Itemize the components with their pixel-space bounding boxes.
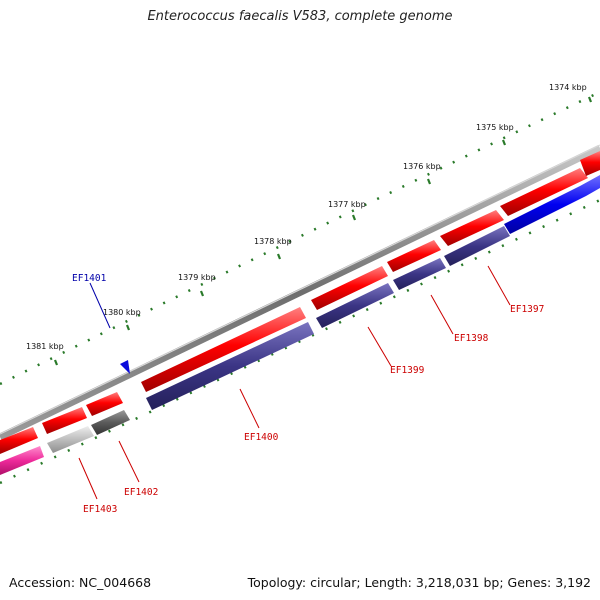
kbp-label: 1379 kbp <box>178 273 216 282</box>
tick-ring <box>0 91 599 386</box>
gene-block <box>440 210 504 246</box>
inner-tick-ring <box>0 198 600 485</box>
kbp-labels: 1374 kbp 1375 kbp 1376 kbp 1377 kbp 1378… <box>26 83 587 351</box>
map-title: Enterococcus faecalis V583, complete gen… <box>147 9 453 24</box>
kbp-label: 1380 kbp <box>103 308 141 317</box>
gene-label-ef1397[interactable]: EF1397 <box>510 304 544 315</box>
gene-label-ef1403[interactable]: EF1403 <box>83 504 117 515</box>
gene-block <box>311 266 388 310</box>
kbp-label: 1374 kbp <box>549 83 587 92</box>
gene-block <box>500 168 588 216</box>
major-ticks <box>53 96 593 366</box>
gene-label-ef1399[interactable]: EF1399 <box>390 365 425 376</box>
gene-block-blue <box>504 175 600 234</box>
gene-block <box>316 283 394 328</box>
kbp-label: 1377 kbp <box>328 200 366 209</box>
gene-block-dark-gray <box>91 410 130 435</box>
gene-block <box>42 407 87 434</box>
gene-block <box>393 258 446 290</box>
gene-label-ef1398[interactable]: EF1398 <box>454 333 489 344</box>
leader-lines <box>78 265 511 500</box>
kbp-label: 1381 kbp <box>26 342 64 351</box>
gene-label-ef1402[interactable]: EF1402 <box>124 487 158 498</box>
gene-block <box>444 226 510 266</box>
kbp-label: 1376 kbp <box>403 162 441 171</box>
kbp-label: 1375 kbp <box>476 123 514 132</box>
genome-backbone <box>0 144 600 441</box>
ef1401-marker-icon <box>120 360 130 374</box>
gene-block <box>141 307 306 392</box>
gene-label-ef1401[interactable]: EF1401 <box>72 273 107 284</box>
gene-label-ef1400[interactable]: EF1400 <box>244 432 279 443</box>
gene-block <box>0 427 38 454</box>
forward-genes <box>0 151 600 454</box>
gene-block <box>387 240 441 272</box>
gene-block <box>86 392 123 416</box>
kbp-label: 1378 kbp <box>254 237 292 246</box>
genome-summary: Topology: circular; Length: 3,218,031 bp… <box>247 575 591 590</box>
gene-block-light-gray <box>47 426 94 453</box>
accession-text: Accession: NC_004668 <box>9 575 152 590</box>
gene-block <box>580 151 600 176</box>
reverse-genes <box>0 175 600 475</box>
gene-block-pink <box>0 446 44 475</box>
gene-block <box>146 322 314 410</box>
